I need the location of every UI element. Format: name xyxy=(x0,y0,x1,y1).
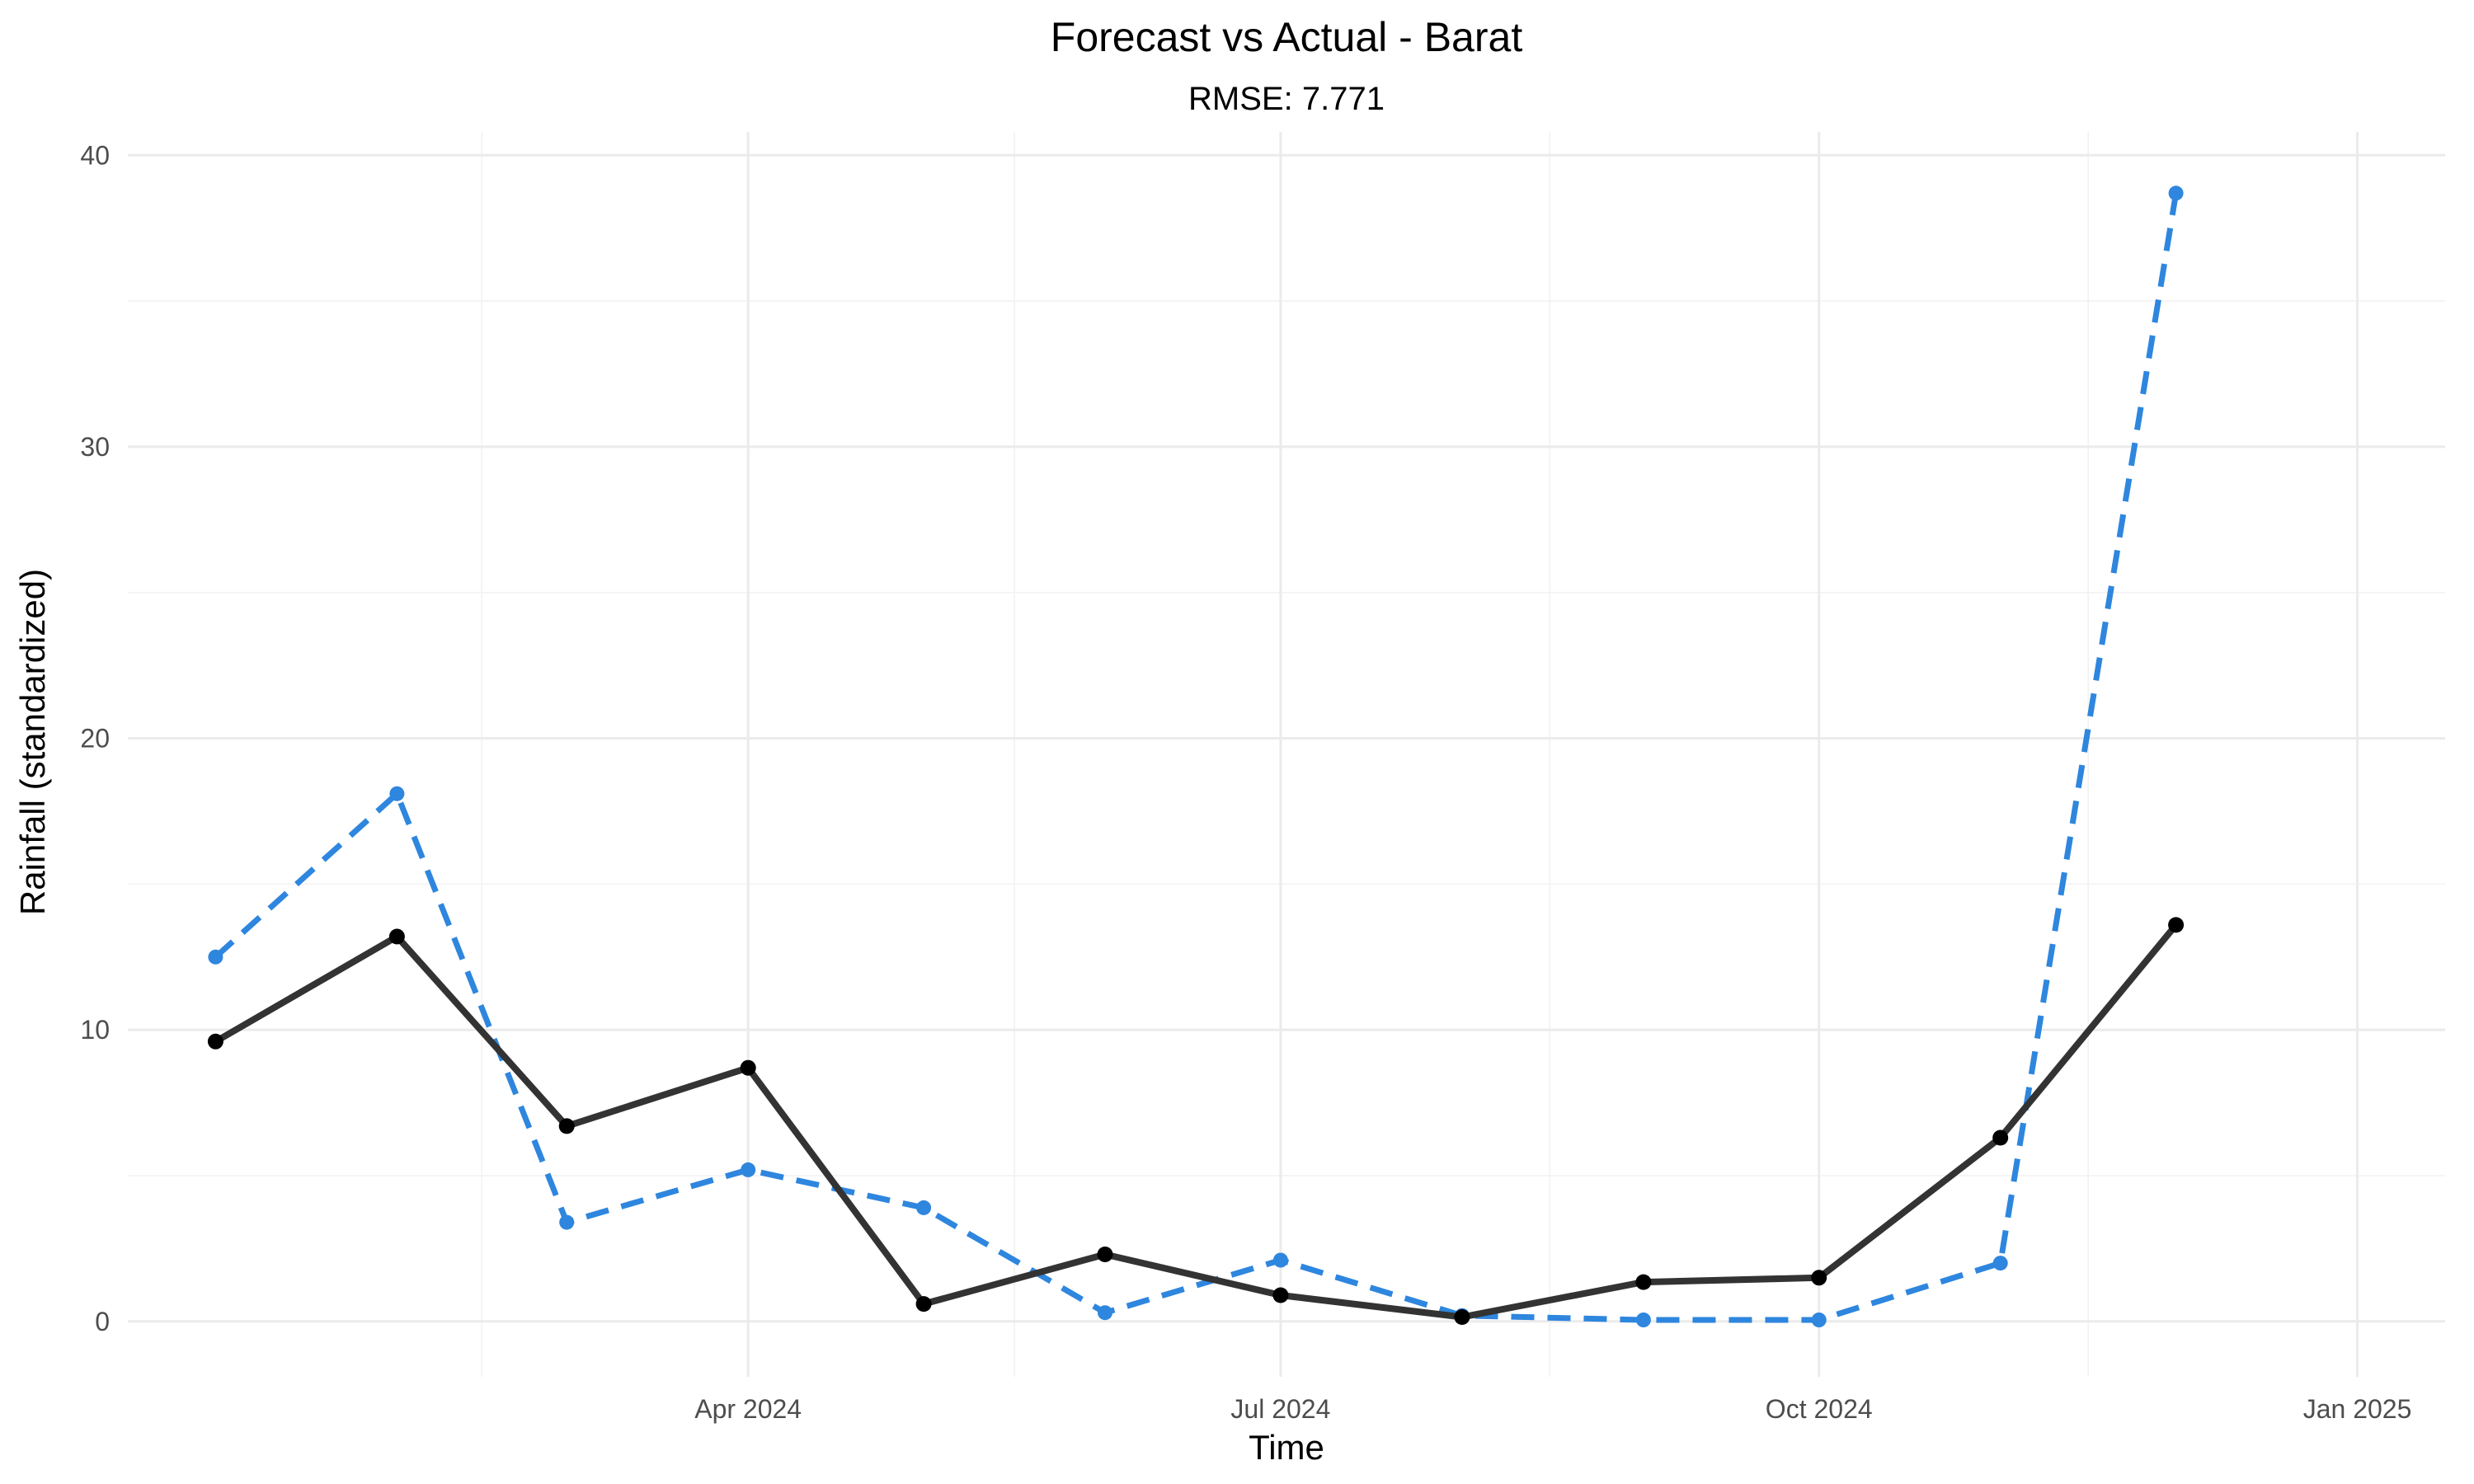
solid-series-point xyxy=(915,1296,932,1313)
x-tick-label: Apr 2024 xyxy=(694,1394,802,1424)
dashed-series-point xyxy=(2168,186,2184,201)
x-tick-label: Oct 2024 xyxy=(1766,1394,1873,1424)
dashed-series-point xyxy=(1272,1252,1288,1268)
series-layer xyxy=(207,186,2185,1327)
y-axis-title: Rainfall (standardized) xyxy=(13,569,52,915)
solid-series-point xyxy=(1811,1270,1827,1286)
solid-series-point xyxy=(207,1033,223,1050)
dashed-series-point xyxy=(1635,1313,1651,1327)
dashed-series-point xyxy=(1098,1305,1112,1321)
y-tick-label: 40 xyxy=(80,140,110,170)
dashed-series-point xyxy=(1992,1256,2008,1271)
dashed-series-point xyxy=(916,1200,932,1215)
solid-series-point xyxy=(388,928,405,945)
solid-series-point xyxy=(2168,917,2185,933)
dashed-series-line xyxy=(214,192,2180,1323)
chart-title: Forecast vs Actual - Barat xyxy=(1051,14,1523,60)
dashed-series-point xyxy=(389,786,405,801)
solid-series-point xyxy=(1635,1274,1652,1290)
y-axis-ticks: 0 10 20 30 40 xyxy=(80,140,110,1336)
dashed-series-point xyxy=(1811,1313,1827,1327)
solid-series-point xyxy=(1272,1287,1289,1303)
solid-series-point xyxy=(558,1118,575,1134)
y-tick-label: 0 xyxy=(95,1307,110,1336)
y-tick-label: 30 xyxy=(80,432,110,462)
chart-subtitle: RMSE: 7.771 xyxy=(1188,81,1385,117)
x-axis-ticks: Apr 2024 Jul 2024 Oct 2024 Jan 2025 xyxy=(694,1394,2411,1424)
dashed-series-point xyxy=(208,949,223,965)
y-tick-label: 20 xyxy=(80,724,110,754)
y-tick-label: 10 xyxy=(80,1015,110,1045)
dashed-series-point xyxy=(559,1214,575,1230)
x-axis-title: Time xyxy=(1249,1428,1324,1467)
solid-series-point xyxy=(1097,1247,1113,1262)
dashed-series-point xyxy=(741,1162,756,1177)
solid-series-point xyxy=(740,1059,756,1076)
x-tick-label: Jan 2025 xyxy=(2303,1394,2412,1424)
solid-series-line xyxy=(214,923,2179,1321)
solid-series-point xyxy=(1454,1309,1470,1325)
solid-series-point xyxy=(1992,1129,2009,1146)
x-tick-label: Jul 2024 xyxy=(1230,1394,1330,1424)
minor-gridlines xyxy=(128,132,2445,1377)
